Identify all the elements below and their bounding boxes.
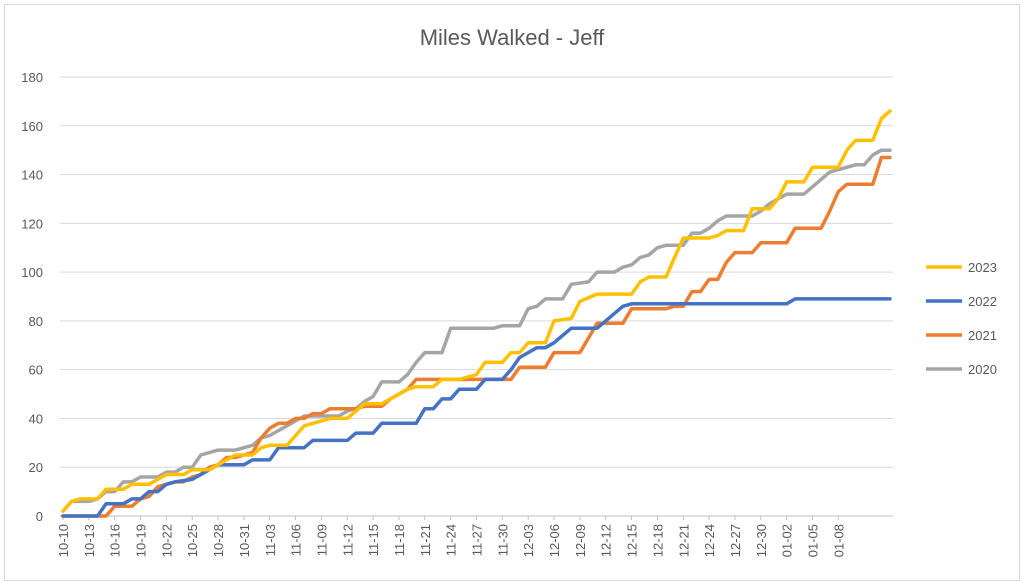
x-tick-label: 11-09 (314, 524, 329, 556)
y-tick-label: 40 (29, 411, 43, 426)
x-tick-label: 11-03 (263, 524, 278, 556)
y-tick-label: 180 (21, 70, 43, 85)
y-tick-label: 140 (21, 168, 43, 183)
y-tick-label: 60 (29, 363, 43, 378)
x-tick-label: 01-02 (780, 524, 795, 557)
line-chart: 0 20 40 60 80 100 120 140 160 180 10-10 10-13 10-16… (21, 25, 997, 557)
x-tick-label: 12-18 (650, 524, 665, 557)
y-tick-label: 0 (36, 509, 43, 524)
x-tick-label: 10-13 (82, 524, 97, 557)
x-tick-label: 10-10 (56, 524, 71, 557)
x-tick-label: 10-16 (108, 524, 123, 557)
chart-title: Miles Walked - Jeff (420, 25, 605, 50)
x-tick-label: 11-18 (392, 524, 407, 556)
y-axis: 0 20 40 60 80 100 120 140 160 180 (21, 70, 43, 524)
series-line-2020 (61, 148, 892, 513)
x-tick-label: 12-15 (625, 524, 640, 557)
x-tick-label: 11-12 (340, 524, 355, 556)
x-tick-label: 10-28 (211, 524, 226, 557)
y-tick-label: 20 (29, 460, 43, 475)
y-tick-label: 160 (21, 119, 43, 134)
x-tick-label: 12-12 (599, 524, 614, 557)
chart-frame: 0 20 40 60 80 100 120 140 160 180 10-10 10-13 10-16… (4, 4, 1020, 581)
x-tick-label: 12-06 (547, 524, 562, 557)
series-line-2023 (61, 109, 892, 513)
x-tick-label: 11-21 (418, 524, 433, 556)
legend-label-2023: 2023 (968, 260, 997, 275)
legend: 2023 2022 2021 2020 (926, 260, 997, 377)
x-tick-label: 12-21 (676, 524, 691, 557)
series-line-2022 (61, 297, 892, 518)
x-axis: 10-10 10-13 10-16 10-19 10-22 10-25 10-28 10-31… (56, 516, 846, 557)
x-tick-label: 12-27 (728, 524, 743, 557)
x-tick-label: 11-06 (289, 524, 304, 556)
x-tick-label: 10-31 (237, 524, 252, 557)
legend-label-2020: 2020 (968, 362, 997, 377)
y-tick-label: 100 (21, 265, 43, 280)
legend-label-2022: 2022 (968, 294, 997, 309)
x-tick-label: 01-05 (805, 524, 820, 557)
x-tick-label: 12-03 (521, 524, 536, 557)
y-tick-label: 80 (29, 314, 43, 329)
y-tick-label: 120 (21, 216, 43, 231)
x-tick-label: 12-09 (573, 524, 588, 557)
series-line-2021 (61, 155, 892, 518)
x-tick-label: 10-22 (159, 524, 174, 557)
x-tick-label: 10-19 (134, 524, 149, 557)
x-tick-label: 11-24 (444, 524, 459, 556)
x-tick-label: 11-15 (366, 524, 381, 556)
x-tick-label: 01-08 (831, 524, 846, 557)
x-tick-label: 11-30 (495, 524, 510, 556)
x-tick-label: 12-24 (702, 524, 717, 557)
x-tick-label: 10-25 (185, 524, 200, 557)
x-tick-label: 11-27 (470, 524, 485, 556)
series-lines (61, 109, 892, 518)
gridlines (60, 76, 893, 517)
x-tick-label: 12-30 (754, 524, 769, 557)
legend-label-2021: 2021 (968, 328, 997, 343)
